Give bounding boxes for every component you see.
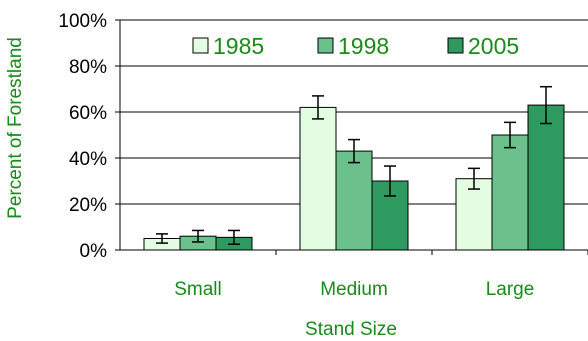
legend-label-1985: 1985 <box>213 33 264 59</box>
x-category-label: Medium <box>320 279 388 300</box>
error-bars <box>156 85 552 245</box>
y-tick-labels: 0% 20% 40% 60% 80% 100% <box>58 11 107 262</box>
y-axis-title: Percent of Forestland <box>5 37 26 219</box>
bar-1998-large <box>491 134 529 251</box>
x-category-label: Large <box>486 279 535 300</box>
x-axis-title: Stand Size <box>305 319 397 340</box>
bar-1998-medium <box>335 150 373 251</box>
legend-swatch-1985 <box>192 37 209 54</box>
y-tick-label: 80% <box>69 57 107 78</box>
legend-swatch-2005 <box>447 37 464 54</box>
bar-2005-large <box>527 104 565 251</box>
y-tick-label: 60% <box>69 103 107 124</box>
bar-1985-large <box>455 178 493 251</box>
legend-swatch-1998 <box>317 37 334 54</box>
y-tick-label: 20% <box>69 195 107 216</box>
x-category-labels: Small Medium Large <box>174 279 534 300</box>
legend: 1985 1998 2005 <box>192 33 519 59</box>
y-tick-label: 40% <box>69 149 107 170</box>
legend-label-1998: 1998 <box>338 33 389 59</box>
y-tick-label: 0% <box>80 241 108 262</box>
x-category-label: Small <box>174 279 222 300</box>
legend-label-2005: 2005 <box>468 33 519 59</box>
axes <box>115 19 588 255</box>
bars <box>143 104 565 251</box>
bar-1985-medium <box>299 106 337 251</box>
y-tick-label: 100% <box>58 11 107 32</box>
